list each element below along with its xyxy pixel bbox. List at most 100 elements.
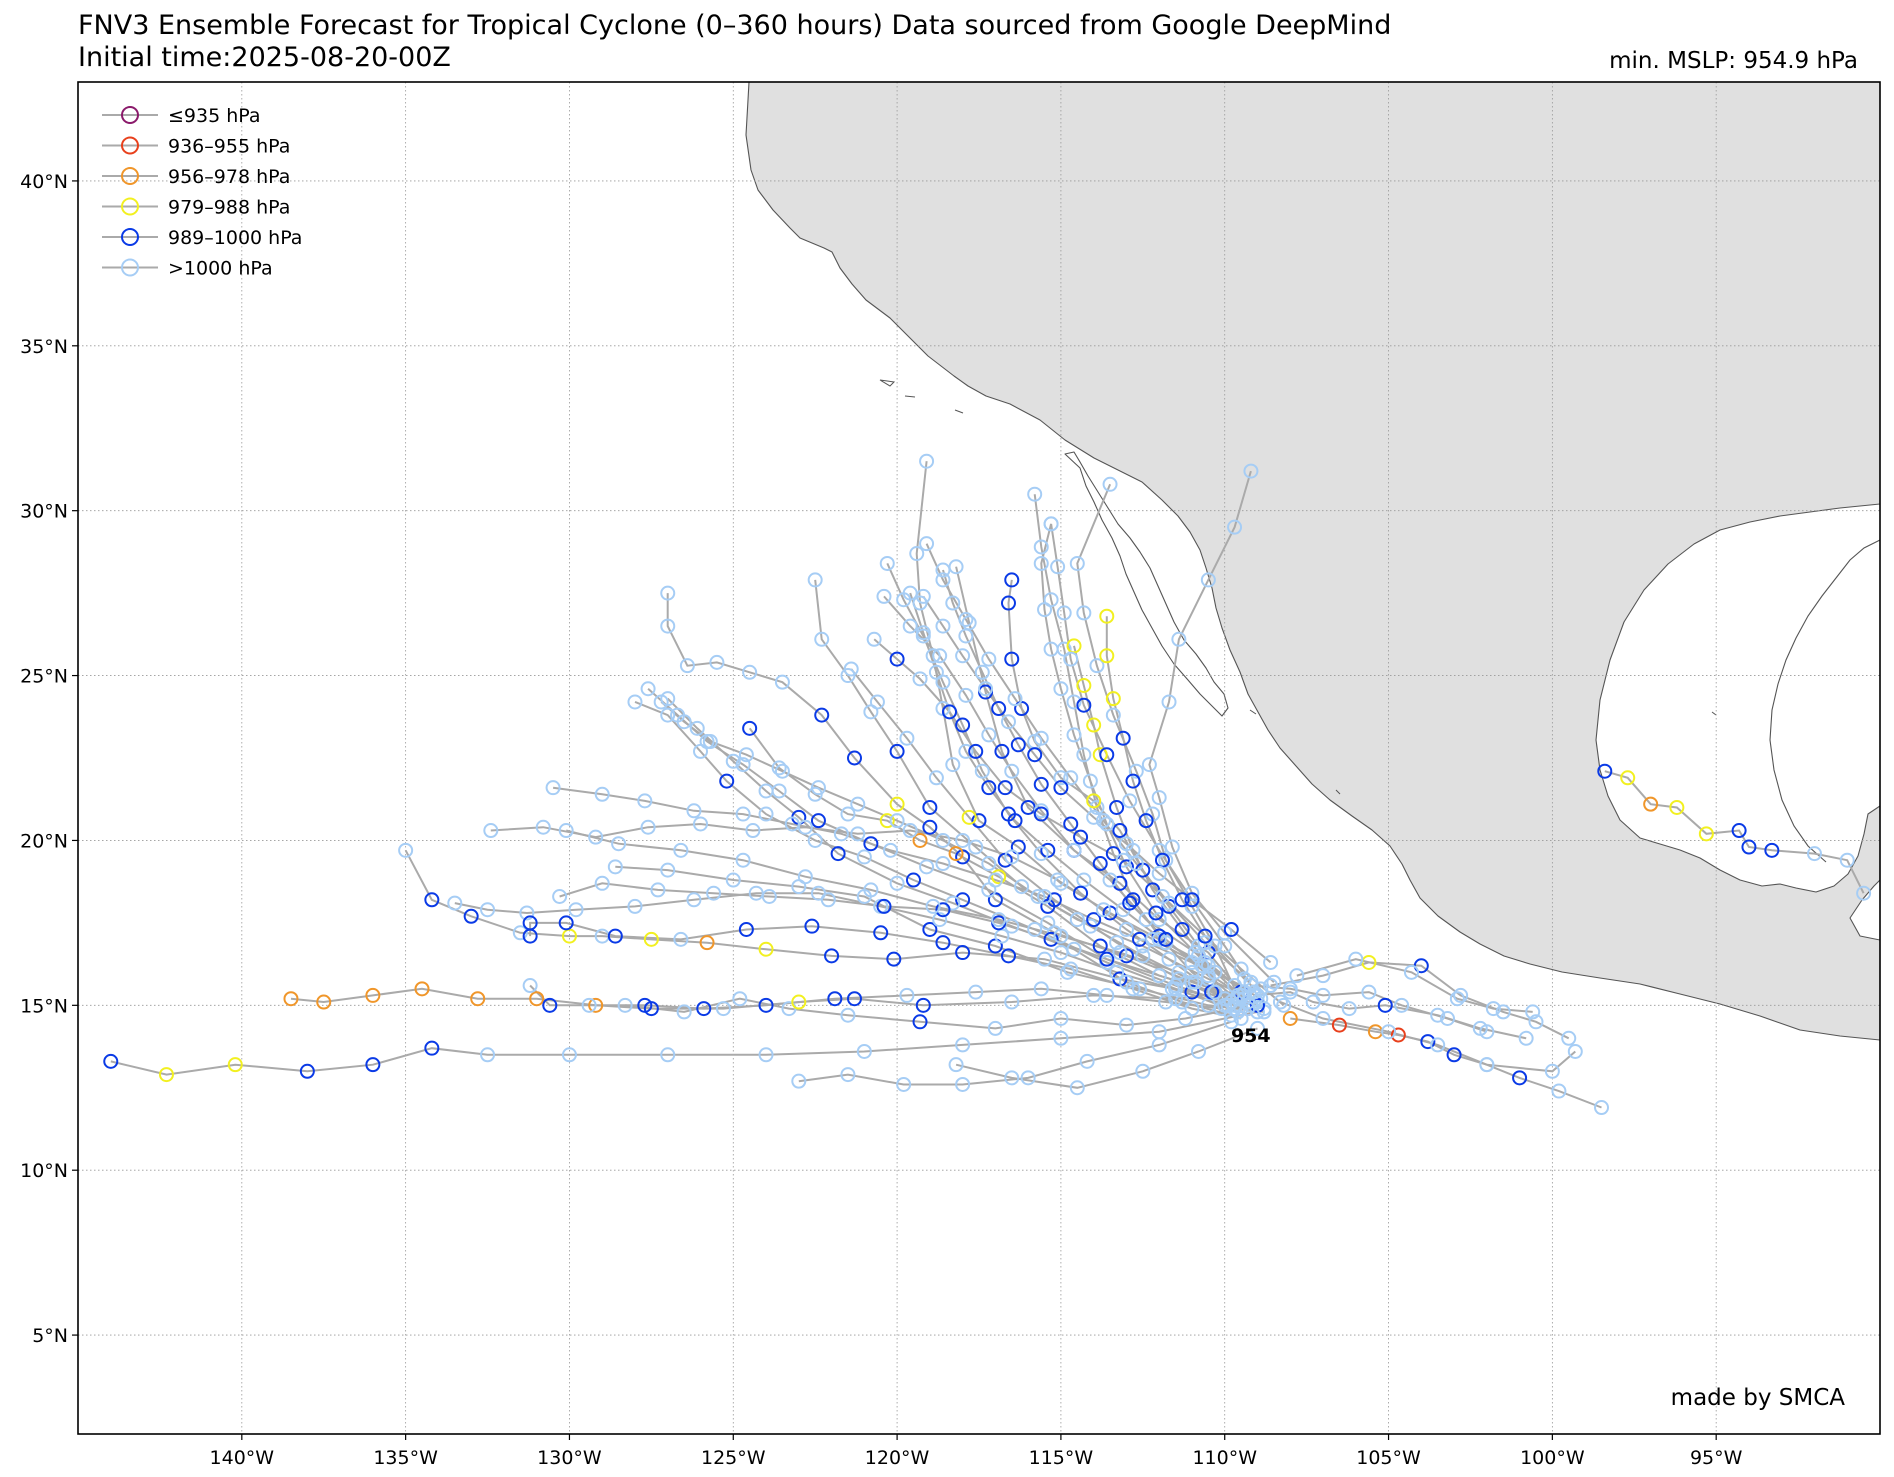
track-point (1059, 964, 1075, 980)
track-point (1381, 1024, 1397, 1040)
track-point (876, 898, 892, 914)
track-point (856, 849, 872, 865)
track-point (912, 671, 928, 687)
track-point (804, 918, 820, 934)
track-point (103, 1053, 119, 1069)
track-point (1069, 555, 1085, 571)
track-point (1099, 608, 1115, 624)
track-point (987, 1020, 1003, 1036)
track-point (922, 799, 938, 815)
track-point (1053, 875, 1069, 891)
legend-marker (121, 106, 139, 124)
track-point (1099, 816, 1115, 832)
track-point (820, 892, 836, 908)
track-point (1033, 981, 1049, 997)
map-frame (77, 81, 1881, 1435)
track-point (955, 717, 971, 733)
track-point (994, 743, 1010, 759)
track-point (896, 592, 912, 608)
north-america-landmass (745, 82, 1880, 1041)
track-point (1053, 681, 1069, 697)
track-point (1040, 915, 1056, 931)
track-point (1109, 935, 1125, 951)
track-point (1004, 994, 1020, 1010)
track-point (1243, 974, 1259, 990)
track-point (915, 588, 931, 604)
track-point (1158, 994, 1174, 1010)
track-line (404, 849, 1248, 1010)
track-point (991, 869, 1007, 885)
track-point (1092, 856, 1108, 872)
track-point (850, 796, 866, 812)
track-point (1485, 1001, 1501, 1017)
track-point (981, 780, 997, 796)
track-point (856, 1043, 872, 1059)
track-point (1197, 935, 1213, 951)
track-point (735, 757, 751, 773)
track-point (1440, 1011, 1456, 1027)
track-point (899, 730, 915, 746)
track-line (110, 1010, 1258, 1076)
track-point (1230, 991, 1246, 1007)
track-point (1390, 1027, 1406, 1043)
track-point (1102, 476, 1118, 492)
track-point (1430, 1007, 1446, 1023)
track-point (1191, 948, 1207, 964)
track-point (1000, 806, 1016, 822)
track-point (1063, 770, 1079, 786)
track-point (925, 648, 941, 664)
track-line (1007, 579, 1226, 1000)
track-point (1082, 773, 1098, 789)
track-point (1128, 856, 1144, 872)
track-point (316, 994, 332, 1010)
track-point (850, 826, 866, 842)
track-point (840, 806, 856, 822)
track-point (424, 1040, 440, 1056)
track-point (1525, 1004, 1541, 1020)
track-point (522, 978, 538, 994)
track-point (1403, 964, 1419, 980)
track-point (1528, 1014, 1544, 1030)
track-point (660, 585, 676, 601)
track-point (886, 951, 902, 967)
legend-marker (121, 167, 139, 185)
track-point (974, 664, 990, 680)
track-line (1148, 470, 1275, 983)
track-point (1105, 707, 1121, 723)
track-point (1010, 737, 1026, 753)
track-point (365, 1057, 381, 1073)
track-line (490, 822, 1255, 993)
track-point (627, 898, 643, 914)
track-point (1263, 978, 1279, 994)
track-point (968, 743, 984, 759)
track-point (637, 793, 653, 809)
track-point (1315, 968, 1331, 984)
tick-label-lon: 115°W (1029, 1447, 1094, 1469)
track-point (1249, 987, 1265, 1003)
track-point (955, 1037, 971, 1053)
track-point (1122, 793, 1138, 809)
track-point (866, 631, 882, 647)
track-point (1197, 928, 1213, 944)
track-point (1109, 964, 1125, 980)
track-point (961, 809, 977, 825)
track-point (1315, 1011, 1331, 1027)
track-point (158, 1067, 174, 1083)
track-point (955, 832, 971, 848)
track-point (758, 806, 774, 822)
track-point (899, 987, 915, 1003)
track-point (807, 832, 823, 848)
coastal-islands (879, 379, 1717, 795)
track-point (843, 661, 859, 677)
track-point (581, 997, 597, 1013)
track-point (558, 915, 574, 931)
tick-label-lat: 25°N (20, 666, 68, 688)
track-point (1066, 694, 1082, 710)
track-point (824, 948, 840, 964)
track-point (1518, 1030, 1534, 1046)
track-point (627, 694, 643, 710)
track-point (1158, 931, 1174, 947)
track-point (696, 1001, 712, 1017)
track-point (1115, 730, 1131, 746)
track-point (1053, 928, 1069, 944)
